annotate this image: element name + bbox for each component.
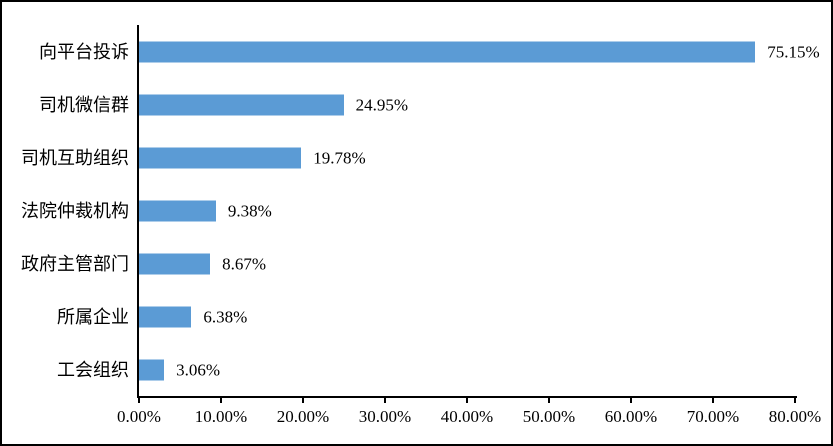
bar-row: 向平台投诉 75.15% xyxy=(39,25,820,78)
category-label: 法院仲裁机构 xyxy=(21,200,129,221)
bar-row: 政府主管部门 8.67% xyxy=(21,237,797,290)
tick-label: 40.00% xyxy=(440,407,494,426)
tick-mark xyxy=(138,396,140,403)
bar-row: 工会组织 3.06% xyxy=(57,343,797,396)
bar xyxy=(139,94,344,115)
tick-label: 10.00% xyxy=(194,407,248,426)
tick-mark xyxy=(630,396,632,403)
category-label: 所属企业 xyxy=(57,306,129,327)
tick-label: 80.00% xyxy=(768,407,822,426)
bar-row: 司机微信群 24.95% xyxy=(39,78,797,131)
plot-area: 向平台投诉 75.15% 司机微信群 24.95% 司机互助组织 19.78% … xyxy=(21,25,821,425)
tick-mark xyxy=(466,396,468,403)
category-label: 司机微信群 xyxy=(39,94,129,115)
tick-label: 60.00% xyxy=(604,407,658,426)
bar xyxy=(139,253,211,274)
tick-mark xyxy=(712,396,714,403)
tick-mark xyxy=(384,396,386,403)
tick-label: 20.00% xyxy=(276,407,330,426)
tick-label: 50.00% xyxy=(522,407,576,426)
bar-row: 法院仲裁机构 9.38% xyxy=(21,184,797,237)
bar xyxy=(139,147,302,168)
tick-mark xyxy=(548,396,550,403)
bar-row: 司机互助组织 19.78% xyxy=(21,131,797,184)
tick-mark xyxy=(794,396,796,403)
bar xyxy=(139,200,216,221)
tick-label: 0.00% xyxy=(117,407,161,426)
value-label: 3.06% xyxy=(176,360,220,379)
bar-row: 所属企业 6.38% xyxy=(57,290,797,343)
value-label: 9.38% xyxy=(227,201,272,220)
tick-mark xyxy=(302,396,304,403)
value-label: 75.15% xyxy=(767,42,820,61)
category-label: 司机互助组织 xyxy=(21,147,129,168)
tick-mark xyxy=(220,396,222,403)
value-label: 6.38% xyxy=(203,307,248,326)
tick-label: 70.00% xyxy=(686,407,740,426)
tick-label: 30.00% xyxy=(358,407,412,426)
category-label: 工会组织 xyxy=(57,359,129,380)
bar xyxy=(139,41,756,62)
value-label: 24.95% xyxy=(355,95,408,114)
bar xyxy=(139,359,165,380)
value-label: 19.78% xyxy=(313,148,366,167)
value-label: 8.67% xyxy=(222,254,267,273)
category-label: 向平台投诉 xyxy=(39,41,129,62)
bar xyxy=(139,306,192,327)
category-label: 政府主管部门 xyxy=(21,253,129,274)
